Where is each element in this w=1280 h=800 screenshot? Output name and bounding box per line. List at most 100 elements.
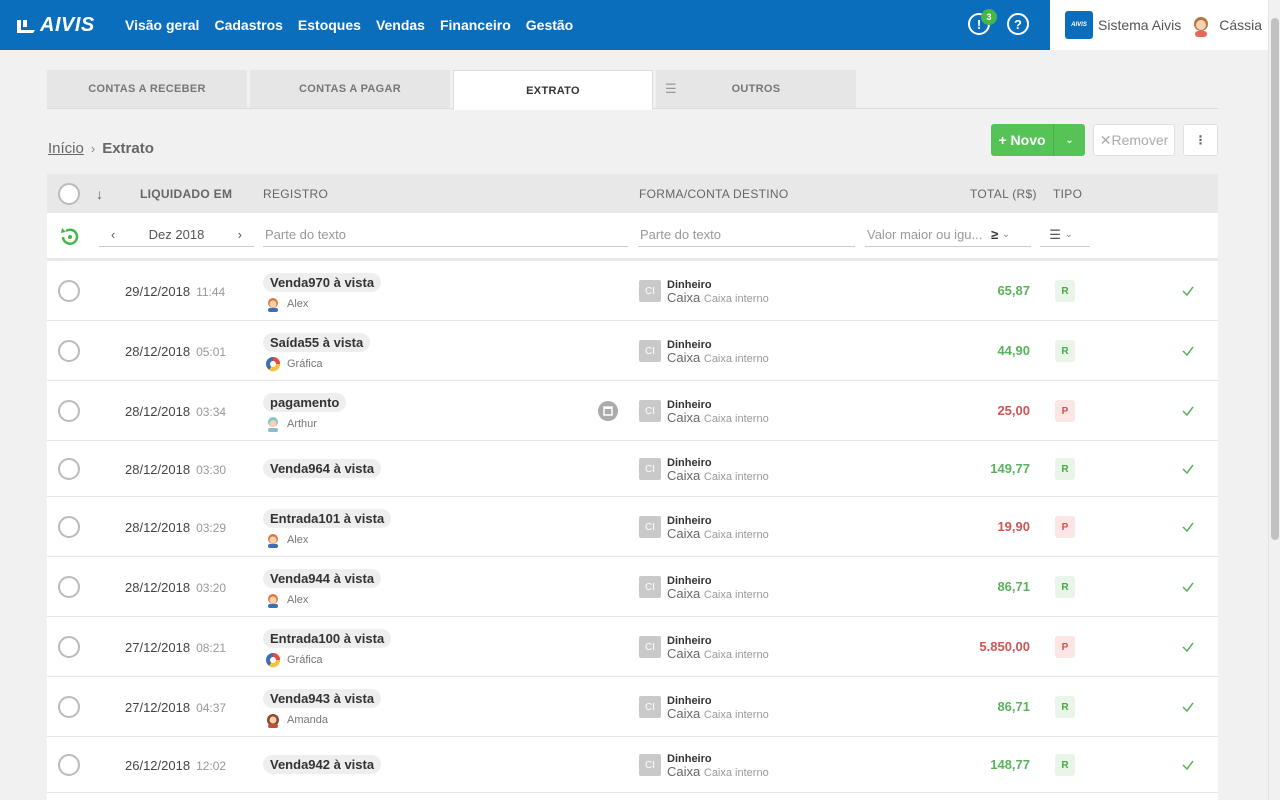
table-row[interactable]: 28/12/2018 03:29 Entrada101 à vista Alex CI D…: [47, 497, 1218, 557]
row-checkbox[interactable]: [58, 636, 80, 658]
document-icon[interactable]: [598, 401, 618, 421]
tab-extrato[interactable]: EXTRATO: [453, 70, 653, 110]
row-person[interactable]: Gráfica: [265, 652, 322, 668]
page-scrollbar[interactable]: [1268, 0, 1280, 800]
row-person[interactable]: Amanda: [265, 712, 328, 728]
row-total: 65,87: [997, 283, 1030, 298]
table-row[interactable]: 29/12/2018 11:44 Venda970 à vista Alex CI Din…: [47, 261, 1218, 321]
registro-filter-input[interactable]: Parte do texto: [263, 223, 628, 247]
caixa-icon: CI: [639, 516, 661, 538]
col-tipo[interactable]: TIPO: [1053, 186, 1083, 201]
check-icon: [1182, 582, 1194, 593]
nav-item-visao-geral[interactable]: Visão geral: [125, 17, 200, 33]
row-person[interactable]: Arthur: [265, 416, 317, 432]
breadcrumb: Início › Extrato: [48, 140, 154, 157]
row-checkbox[interactable]: [58, 458, 80, 480]
col-liquidado-em[interactable]: LIQUIDADO EM: [140, 186, 233, 201]
prev-month-icon[interactable]: ‹: [111, 227, 116, 242]
table-row[interactable]: 28/12/2018 03:34 pagamento Arthur CI Dinheiro…: [47, 381, 1218, 441]
row-conta-name: Dinheiro: [667, 279, 712, 291]
row-checkbox[interactable]: [58, 280, 80, 302]
row-registro-title[interactable]: Saída55 à vista: [263, 333, 371, 352]
user-avatar: [1194, 17, 1209, 37]
row-checkbox[interactable]: [58, 576, 80, 598]
row-person[interactable]: Alex: [265, 592, 308, 608]
row-person[interactable]: Alex: [265, 532, 308, 548]
valor-operator-select[interactable]: ≥ ⌄: [989, 223, 1031, 247]
row-date: 27/12/2018 08:21: [125, 640, 227, 655]
novo-button[interactable]: + Novo ⌄: [991, 124, 1085, 156]
row-time: 03:34: [196, 405, 227, 419]
row-total: 86,71: [997, 699, 1030, 714]
table-row[interactable]: 27/12/2018 04:37 Venda943 à vista Amanda CI D…: [47, 677, 1218, 737]
row-registro-title[interactable]: Venda944 à vista: [263, 569, 382, 588]
row-registro-title[interactable]: Entrada100 à vista: [263, 629, 392, 648]
tab-contas-a-receber[interactable]: CONTAS A RECEBER: [47, 70, 247, 108]
nav-item-financeiro[interactable]: Financeiro: [439, 17, 511, 33]
help-icon[interactable]: ?: [1007, 13, 1029, 35]
row-registro-title[interactable]: Venda942 à vista: [263, 755, 382, 774]
row-conta-name: Dinheiro: [667, 695, 712, 707]
notifications-icon[interactable]: ! 3: [968, 9, 997, 35]
row-time: 12:02: [196, 759, 227, 773]
col-registro[interactable]: REGISTRO: [263, 186, 329, 201]
forma-filter-input[interactable]: Parte do texto: [638, 223, 855, 247]
table-row[interactable]: 27/12/2018 08:21 Entrada100 à vista Gráfica…: [47, 617, 1218, 677]
caixa-icon: CI: [639, 754, 661, 776]
col-total[interactable]: TOTAL (R$): [970, 186, 1037, 201]
financeiro-tabs: CONTAS A RECEBER CONTAS A PAGAR EXTRATO …: [47, 70, 1218, 110]
filter-row: ‹ Dez 2018 › Parte do texto Parte do tex…: [47, 213, 1218, 261]
row-checkbox[interactable]: [58, 754, 80, 776]
col-forma-conta[interactable]: FORMA/CONTA DESTINO: [639, 186, 789, 201]
top-navbar: AIVIS Visão geral Cadastros Estoques Ven…: [0, 0, 1268, 50]
tab-outros[interactable]: ☰ OUTROS: [656, 70, 856, 108]
next-month-icon[interactable]: ›: [237, 227, 242, 242]
user-area[interactable]: AIVIS Sistema Aivis Cássia: [1050, 0, 1268, 50]
row-checkbox[interactable]: [58, 400, 80, 422]
row-person[interactable]: Gráfica: [265, 356, 322, 372]
select-all-checkbox[interactable]: [58, 182, 80, 205]
row-checkbox[interactable]: [58, 340, 80, 362]
row-time: 11:44: [196, 285, 226, 299]
person-avatar: [265, 296, 281, 312]
breadcrumb-home[interactable]: Início: [48, 140, 84, 157]
sort-arrow-down-icon[interactable]: ↓: [96, 185, 104, 202]
row-registro-title[interactable]: Venda970 à vista: [263, 273, 382, 292]
row-registro-title[interactable]: Venda943 à vista: [263, 689, 382, 708]
row-tipo-badge: R: [1055, 696, 1075, 718]
caixa-icon: CI: [639, 636, 661, 658]
scrollbar-thumb[interactable]: [1271, 18, 1279, 540]
nav-item-gestao[interactable]: Gestão: [525, 17, 574, 33]
row-person[interactable]: Alex: [265, 296, 308, 312]
remover-button[interactable]: ✕ Remover: [1093, 124, 1175, 156]
aivis-logo[interactable]: AIVIS: [15, 14, 110, 37]
extrato-table: ↓ LIQUIDADO EM REGISTRO FORMA/CONTA DEST…: [47, 174, 1218, 800]
check-icon: [1182, 522, 1194, 533]
tipo-filter-select[interactable]: ☰ ⌄: [1040, 223, 1090, 247]
nav-item-cadastros[interactable]: Cadastros: [214, 17, 283, 33]
reset-filters-icon[interactable]: [58, 225, 82, 249]
more-options-button[interactable]: ⋮: [1183, 124, 1218, 156]
person-avatar: [265, 712, 281, 728]
row-checkbox[interactable]: [58, 696, 80, 718]
tab-contas-a-pagar[interactable]: CONTAS A PAGAR: [250, 70, 450, 108]
table-row[interactable]: 28/12/2018 03:20 Venda944 à vista Alex CI Din…: [47, 557, 1218, 617]
table-row[interactable]: 28/12/2018 05:01 Saída55 à vista Gráfica CI D…: [47, 321, 1218, 381]
caixa-icon: CI: [639, 340, 661, 362]
row-registro-title[interactable]: pagamento: [263, 393, 347, 412]
row-time: 03:30: [196, 463, 227, 477]
nav-item-vendas[interactable]: Vendas: [375, 17, 425, 33]
table-row[interactable]: 26/12/2018 12:02 Venda942 à vista CI Dinheir…: [47, 737, 1218, 793]
row-conta-name: Dinheiro: [667, 575, 712, 587]
row-checkbox[interactable]: [58, 516, 80, 538]
row-tipo-badge: P: [1055, 636, 1075, 658]
chevron-down-icon[interactable]: ⌄: [1053, 124, 1085, 156]
month-label: Dez 2018: [148, 227, 205, 242]
row-registro-title[interactable]: Entrada101 à vista: [263, 509, 392, 528]
system-name: Sistema Aivis: [1098, 17, 1182, 33]
row-date: 26/12/2018 12:02: [125, 758, 227, 773]
valor-filter-input[interactable]: Valor maior ou igu...: [865, 223, 989, 247]
row-registro-title[interactable]: Venda964 à vista: [263, 459, 382, 478]
nav-item-estoques[interactable]: Estoques: [297, 17, 361, 33]
table-row[interactable]: 28/12/2018 03:30 Venda964 à vista CI Dinheir…: [47, 441, 1218, 497]
